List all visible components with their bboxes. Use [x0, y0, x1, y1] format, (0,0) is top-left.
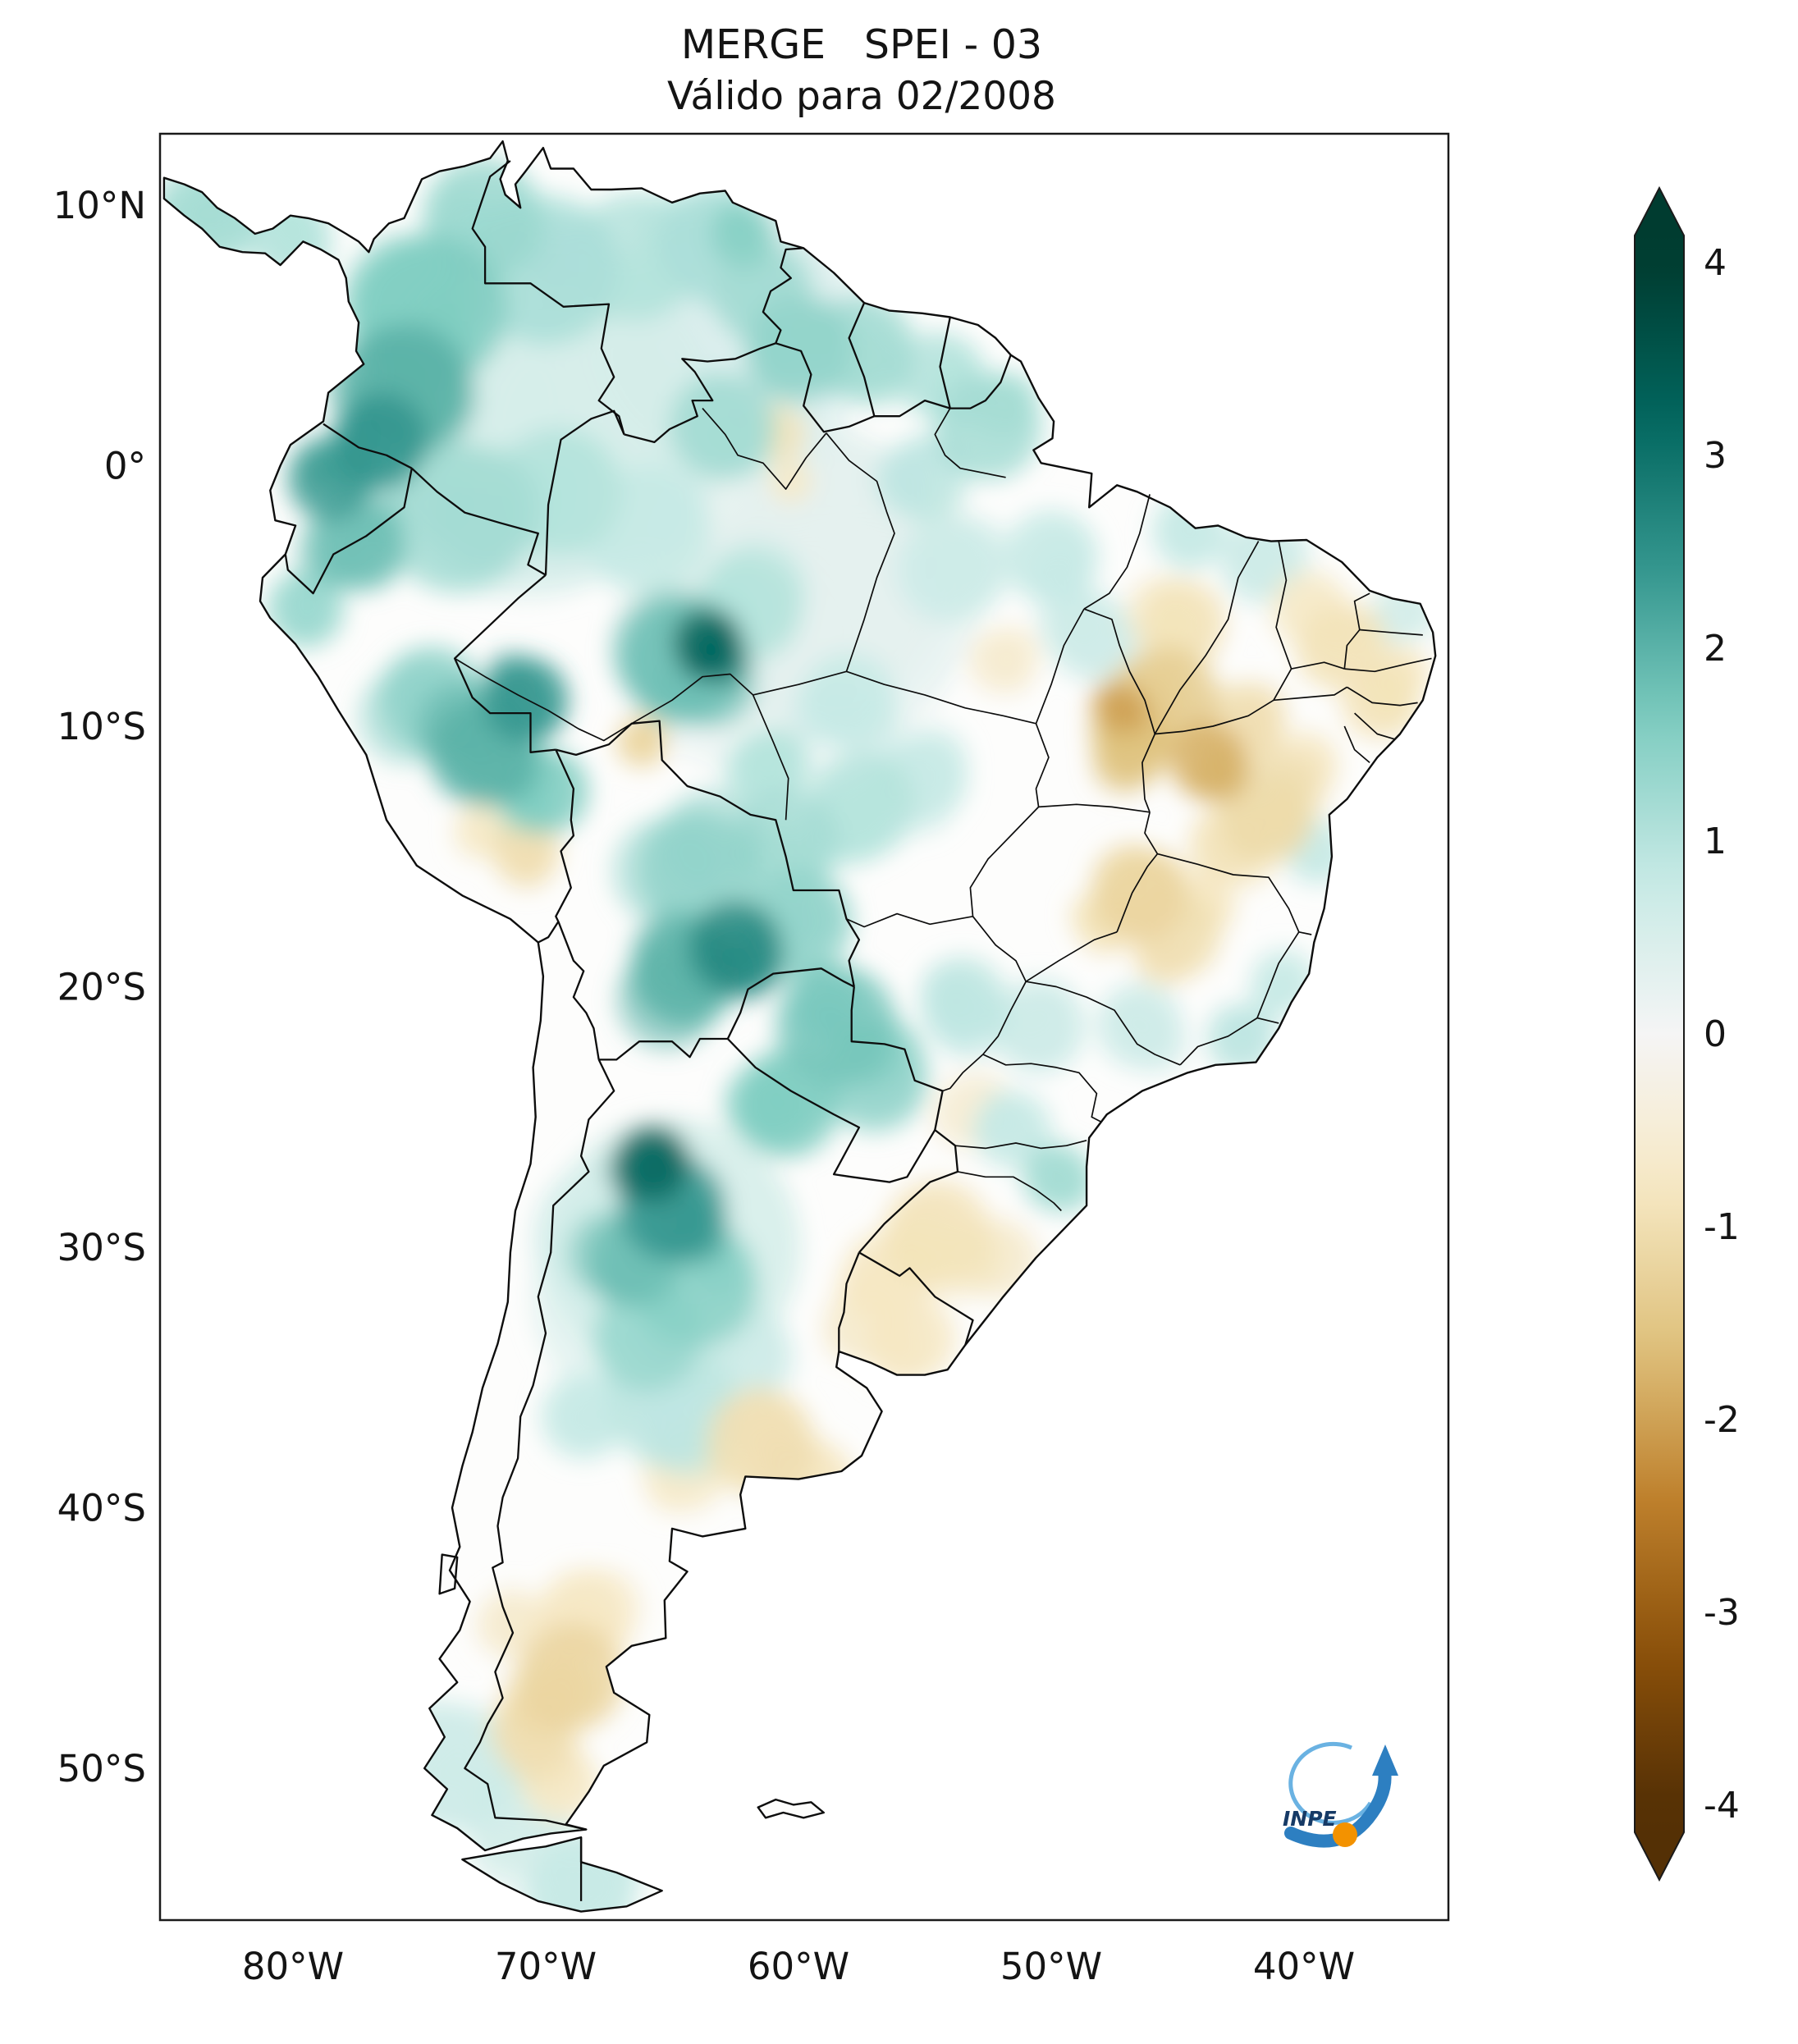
lon-tick-label-1: 70°W	[495, 1945, 597, 1988]
lat-tick-label-6: 50°S	[57, 1747, 146, 1790]
colorbar-tick-label-6: -2	[1704, 1399, 1740, 1441]
logo-arrowhead-icon	[1372, 1744, 1398, 1776]
logo-text: INPE	[1283, 1807, 1337, 1831]
colorbar-bar	[1634, 185, 1685, 1882]
colorbar-tick-label-7: -3	[1704, 1592, 1740, 1634]
inpe-logo: INPE	[1283, 1741, 1398, 1848]
figure-title: MERGE SPEI - 03	[680, 21, 1043, 68]
lat-tick-label-2: 10°S	[57, 705, 146, 748]
lat-tick-label-4: 30°S	[57, 1226, 146, 1269]
colorbar: 4 3 2 1 0 -1 -2 -3 -4	[1634, 185, 1740, 1882]
axis-tick-labels: 10°N 0° 10°S 20°S 30°S 40°S 50°S 80°W 70°W 60°W 50…	[53, 184, 1356, 1988]
lon-tick-label-4: 40°W	[1253, 1945, 1355, 1988]
lon-tick-label-0: 80°W	[242, 1945, 344, 1988]
country-borders	[284, 160, 1012, 1901]
colorbar-tick-label-0: 4	[1704, 242, 1727, 284]
map-generated-content: 10°N 0° 10°S 20°S 30°S 40°S 50°S 80°W 70°W 60°W 50…	[53, 132, 1740, 1988]
lat-tick-label-0: 10°N	[53, 184, 146, 227]
spei-raster	[163, 158, 1436, 1912]
colorbar-tick-label-1: 3	[1704, 435, 1727, 477]
lon-tick-label-3: 50°W	[1000, 1945, 1102, 1988]
lat-tick-label-5: 40°S	[57, 1487, 146, 1530]
coastline	[162, 140, 1437, 1913]
landmass	[757, 1799, 824, 1818]
figure-subtitle: Válido para 02/2008	[667, 74, 1056, 119]
map-area	[162, 140, 1437, 1913]
lat-tick-label-3: 20°S	[57, 966, 146, 1009]
colorbar-tick-label-3: 1	[1704, 821, 1727, 862]
colorbar-tick-label-4: 0	[1704, 1013, 1727, 1055]
lat-tick-label-1: 0°	[104, 445, 146, 488]
lon-tick-label-2: 60°W	[748, 1945, 849, 1988]
logo-arrow	[1284, 1764, 1392, 1848]
state-borders	[454, 408, 1432, 1212]
logo-orange-ball	[1333, 1822, 1357, 1847]
map-frame	[158, 132, 1450, 1922]
logo-swirl-arc	[1288, 1741, 1373, 1825]
colorbar-tick-label-5: -1	[1704, 1206, 1740, 1248]
colorbar-tick-label-8: -4	[1704, 1785, 1740, 1827]
colorbar-tick-label-2: 2	[1704, 628, 1727, 670]
